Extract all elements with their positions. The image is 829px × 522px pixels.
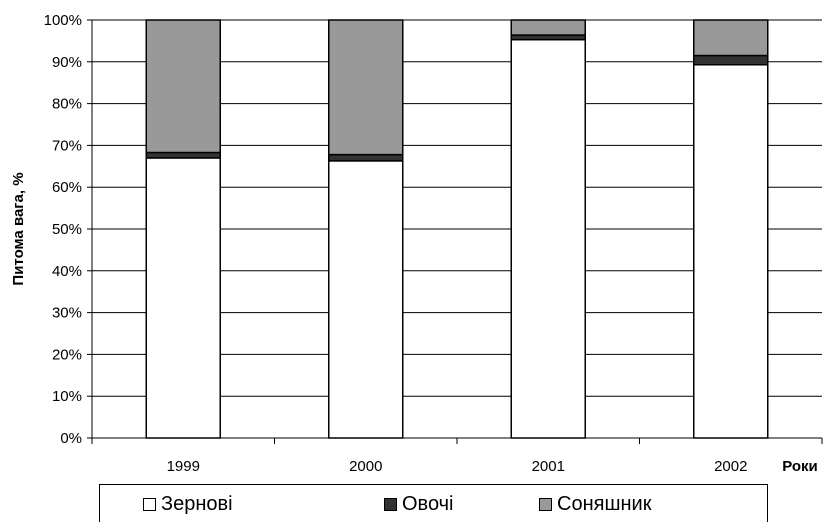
- y-tick-label: 50%: [52, 221, 82, 238]
- legend: Зернові Овочі Соняшник: [99, 484, 768, 522]
- y-tick-label: 90%: [52, 54, 82, 71]
- y-tick-label: 40%: [52, 263, 82, 280]
- bar-segment: [328, 19, 404, 156]
- legend-item-vegetables: Овочі: [384, 493, 454, 516]
- bar-segment: [510, 19, 586, 36]
- y-tick-labels: 0% 10% 20% 30% 40% 50% 60% 70% 80% 90% 100%: [44, 12, 82, 447]
- bar-segment: [693, 54, 769, 66]
- x-tick-labels: 1999 2000 2001 2002: [167, 458, 748, 475]
- y-tick-label: 60%: [52, 179, 82, 196]
- y-tick-label: 20%: [52, 346, 82, 363]
- y-tick-label: 0%: [60, 430, 82, 447]
- y-tick-label: 10%: [52, 388, 82, 405]
- legend-item-sunflower: Соняшник: [539, 493, 651, 516]
- stacked-bar-chart: 0% 10% 20% 30% 40% 50% 60% 70% 80% 90% 100% 1999 20…: [10, 12, 823, 475]
- x-tick-label: 1999: [167, 458, 200, 475]
- x-tick-label: 2002: [714, 458, 747, 475]
- axes: [87, 19, 823, 444]
- legend-swatch-grain: [143, 498, 156, 511]
- y-axis-title: Питома вага, %: [10, 172, 27, 285]
- y-tick-label: 80%: [52, 96, 82, 113]
- x-axis-title: Роки: [782, 458, 818, 475]
- bar-segment: [145, 157, 221, 439]
- bar-segment: [328, 153, 404, 162]
- legend-label-sunflower: Соняшник: [557, 493, 652, 515]
- y-tick-label: 30%: [52, 305, 82, 322]
- bar-segment: [328, 160, 404, 439]
- x-tick-label: 2001: [532, 458, 565, 475]
- bar-segment: [693, 63, 769, 439]
- bars: [145, 19, 769, 439]
- legend-item-grain: Зернові: [143, 493, 233, 516]
- legend-label-vegetables: Овочі: [402, 493, 454, 515]
- y-tick-label: 70%: [52, 137, 82, 154]
- y-tick-label: 100%: [44, 12, 82, 29]
- legend-swatch-sunflower: [539, 498, 552, 511]
- bar-segment: [145, 19, 221, 154]
- legend-label-grain: Зернові: [161, 493, 233, 515]
- bar-segment: [693, 19, 769, 57]
- bar-segment: [510, 38, 586, 439]
- legend-swatch-vegetables: [384, 498, 397, 511]
- x-tick-label: 2000: [349, 458, 382, 475]
- bar-segment: [145, 151, 221, 159]
